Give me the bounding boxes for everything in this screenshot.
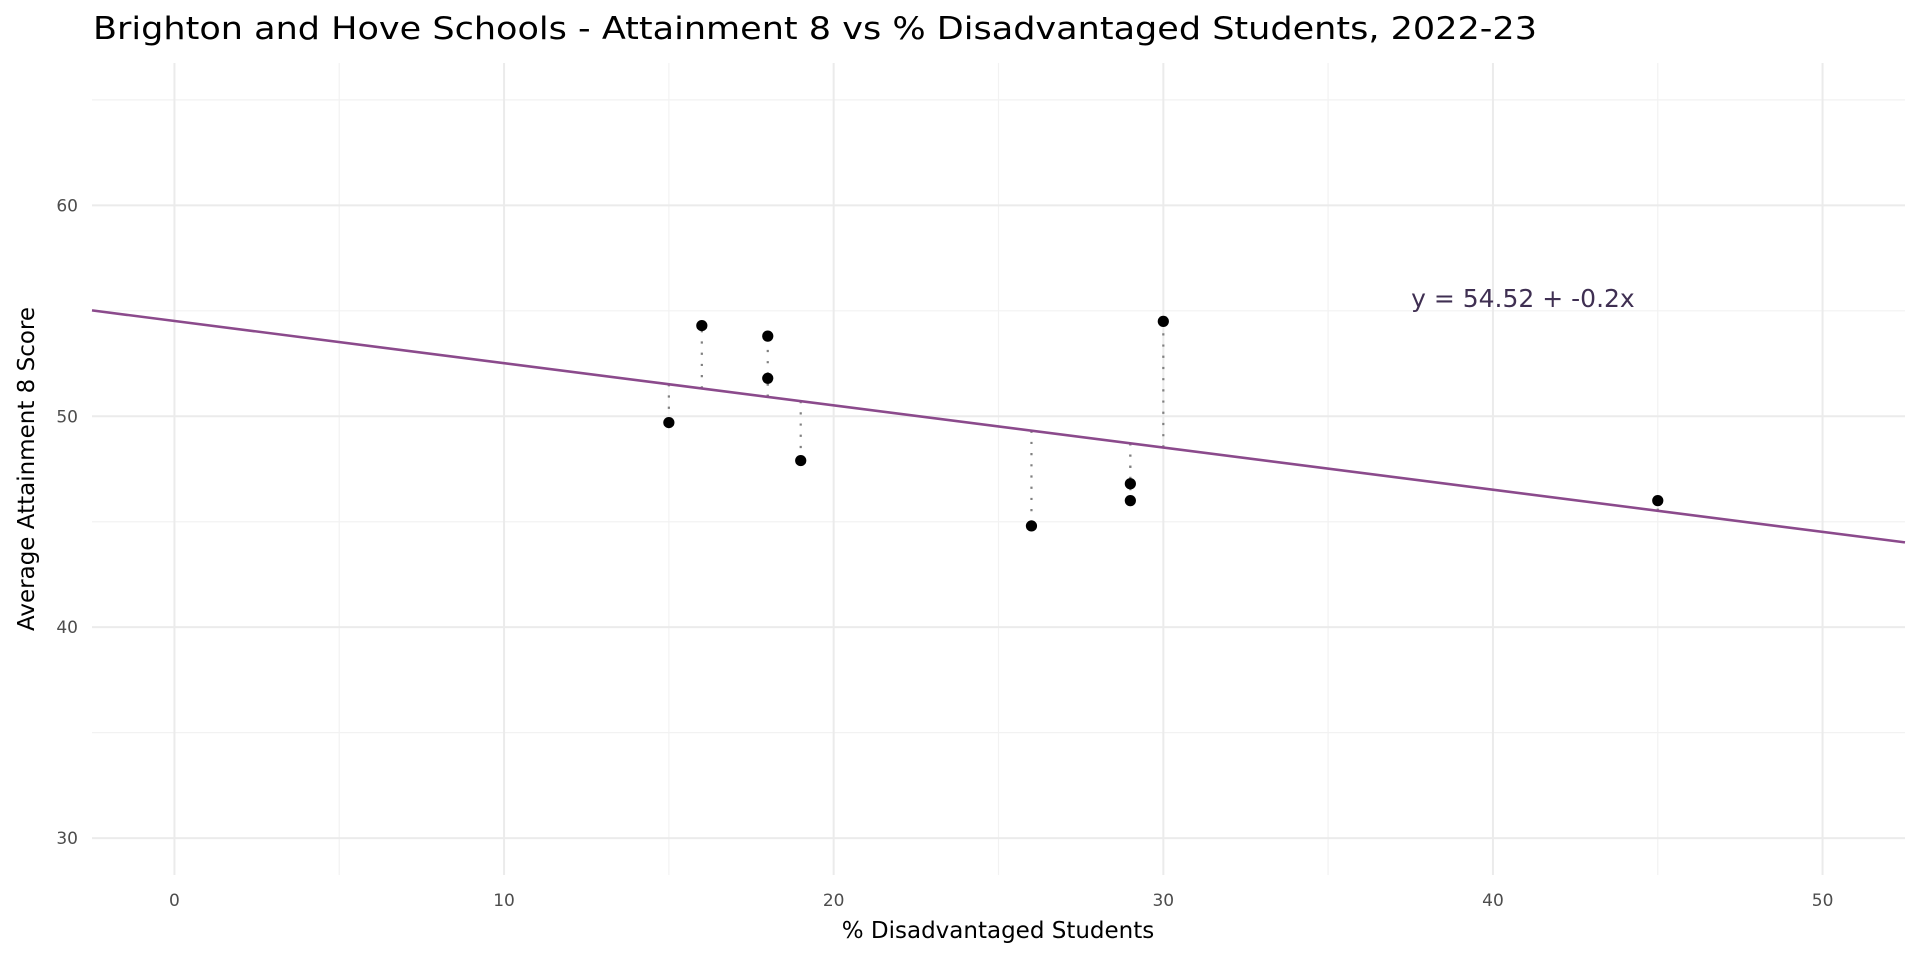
data-point: [795, 454, 807, 467]
data-points: [663, 315, 1664, 532]
x-tick-label: 50: [1812, 891, 1834, 911]
y-axis-title: Average Attainment 8 Score: [14, 307, 40, 631]
y-tick-label: 60: [56, 196, 78, 216]
data-point: [696, 319, 708, 332]
x-tick-label: 10: [493, 891, 515, 911]
x-tick-label: 40: [1482, 891, 1504, 911]
data-point: [1025, 520, 1038, 532]
data-point: [762, 372, 774, 384]
major-gridlines: [92, 63, 1905, 875]
data-point: [1157, 315, 1169, 327]
y-tick-label: 50: [56, 407, 78, 427]
regression-equation-annotation: y = 54.52 + -0.2x: [1411, 284, 1635, 313]
y-axis-tick-labels: 30 40 50 60: [56, 196, 78, 849]
residual-lines: [667, 321, 1659, 526]
x-tick-label: 20: [823, 891, 845, 911]
data-point: [663, 417, 675, 429]
regression-line: [91, 309, 1906, 544]
x-axis-title: % Disadvantaged Students: [842, 918, 1155, 944]
minor-gridlines: [92, 63, 1905, 875]
data-point: [1124, 495, 1136, 507]
x-tick-label: 30: [1152, 891, 1174, 911]
data-point: [1652, 495, 1664, 507]
x-tick-label: 0: [169, 891, 180, 911]
chart-title: Brighton and Hove Schools - Attainment 8…: [93, 11, 1537, 47]
data-point: [762, 330, 774, 342]
y-tick-label: 40: [56, 618, 78, 638]
y-tick-label: 30: [56, 829, 78, 849]
data-point: [1124, 478, 1136, 490]
x-axis-tick-labels: 0 10 20 30 40 50: [169, 891, 1833, 911]
